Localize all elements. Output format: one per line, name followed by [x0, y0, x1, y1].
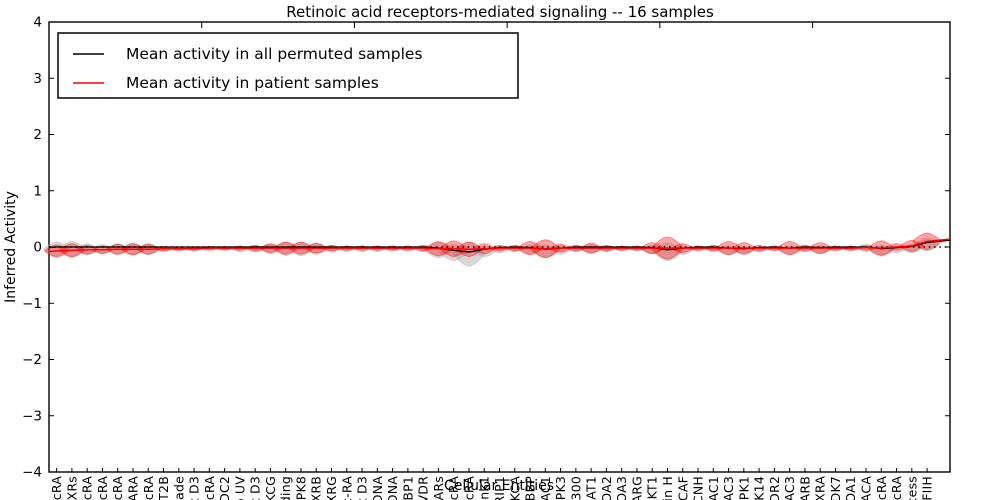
x-tick-label: RXRs/RARs/NRIP1/9cRA [110, 476, 125, 500]
x-tick-label: CRBP1/9-cic-RA [339, 476, 354, 500]
x-tick-label: RAR gamma1/9cRA [889, 476, 904, 500]
y-tick-label: 1 [33, 183, 42, 199]
x-tick-label: MAPK14 [752, 476, 767, 500]
x-tick-label: MAPK3 [553, 476, 568, 500]
x-tick-label: RXRA [813, 476, 828, 500]
x-tick-label: RXRs/RARs/NRIP1/9cRA/HDAC1 [538, 476, 553, 500]
y-tick-label: 3 [33, 71, 42, 87]
x-tick-label: RBP1 [400, 476, 415, 500]
x-tick-label: RARG [629, 476, 644, 500]
legend-box [57, 32, 519, 99]
x-tick-label: RXRs/VDR/DNA/Vit D3 [248, 476, 263, 500]
x-tick-label: TFIIH [920, 476, 935, 500]
x-tick-label: RAR alpha/9cRA [874, 476, 889, 500]
x-tick-label: EP300 [568, 476, 583, 500]
x-tick-label: CDK7 [828, 476, 843, 500]
x-tick-label: response to UV [232, 476, 247, 500]
x-tick-label: MAPK8 [293, 476, 308, 500]
patient-mean-line [48, 238, 951, 253]
x-tick-label: VDR/Vit D3/DNA [370, 476, 385, 500]
x-tick-label: RXRB [309, 476, 324, 500]
y-tick-label: 0 [33, 240, 42, 256]
x-tick-label: NCOA2 [599, 476, 614, 500]
x-tick-label: RXRs/RARs/SMRT(N-CoR2)/9cRA [141, 476, 156, 500]
y-axis-title: Inferred Activity [3, 191, 19, 303]
x-tick-label: VDR/VDR/DNA [385, 476, 400, 500]
y-tick-label: −1 [22, 296, 42, 312]
x-tick-label: RARs/AIB1/Cbp/p300/PCAF/9cRA [95, 476, 110, 500]
permuted-violin [272, 241, 300, 257]
x-axis-title: Cellular Entities [444, 478, 554, 494]
x-tick-label: RARs/Src-1/Cbp/p300/PCAF/9cRA [446, 476, 461, 500]
y-tick-label: −4 [22, 465, 42, 481]
x-tick-label: RARs/TIF2/Cbp/p300/PCAF/9cRA [461, 476, 476, 500]
x-tick-label: CCNH [691, 476, 706, 500]
x-tick-label: RXRs/RARs/NRIP1/9cRA/HDAC3 [782, 476, 797, 500]
x-tick-label: RXRG [324, 476, 339, 500]
y-tick-label: −2 [22, 352, 42, 368]
x-tick-label: CREBBP [523, 476, 538, 500]
permuted-violin [303, 242, 329, 256]
permuted-violin [57, 240, 87, 258]
x-tick-label: negative regulation of phosphoinositide … [171, 476, 186, 500]
permuted-violin [452, 241, 486, 267]
legend-label-patient: Mean activity in patient samples [126, 74, 379, 92]
x-tick-label: VDR [416, 476, 431, 500]
x-tick-label: NRIP1 [492, 476, 507, 500]
x-tick-label: RAR alpha/RXRs [64, 476, 79, 500]
permuted-violin [74, 242, 100, 256]
x-tick-label: MNAT1 [584, 476, 599, 500]
y-tick-label: −3 [22, 408, 42, 424]
x-tick-label: proteasomal ubiquitin-dependent protein … [904, 476, 919, 500]
y-tick-label: 4 [33, 15, 42, 31]
axis-ticks [49, 21, 950, 473]
x-tick-label: PRKCA [507, 476, 522, 500]
x-tick-label: RARB [797, 476, 812, 500]
x-tick-label: VDR/VDR/Vit D3 [355, 476, 370, 500]
x-tick-label: KAT2B [156, 476, 171, 500]
x-tick-label: AKT1 [645, 476, 660, 500]
x-tick-label: CDC2 [217, 476, 232, 500]
legend-label-permuted: Mean activity in all permuted samples [126, 45, 423, 63]
x-tick-label: RAR alpha/Jnk1 [477, 476, 492, 500]
y-tick-label: 2 [33, 127, 42, 143]
x-tick-label: PRKACA [859, 476, 874, 500]
permuted-violin [42, 241, 71, 257]
x-tick-label: HDAC3 [721, 476, 736, 500]
x-tick-label: RAR alpha/9cRA/Cyclin H [660, 476, 675, 500]
x-tick-label: RARA [125, 476, 140, 500]
chart-title: Retinoic acid receptors-mediated signali… [286, 3, 714, 21]
x-tick-label: NCOR2 [767, 476, 782, 500]
x-tick-label: HDAC1 [706, 476, 721, 500]
x-tick-label: NCOA1 [843, 476, 858, 500]
x-tick-labels: RAR gamma2/9cRARAR alpha/RXRsRXRs/RXRs/D… [49, 476, 934, 500]
permuted-violin [287, 241, 315, 257]
x-tick-label: mol:9cRA [202, 476, 217, 500]
x-tick-label: RXRs/RXRs/DNA/9cRA [80, 476, 95, 500]
permuted-violins [42, 237, 941, 267]
x-tick-label: positive regulation of DNA binding [278, 476, 293, 500]
x-tick-label: MAPK1 [736, 476, 751, 500]
x-tick-label: mol:Vit D3 [187, 476, 202, 500]
x-tick-label: PRKCG [263, 476, 278, 500]
x-tick-label: RXRs/RARs [431, 476, 446, 500]
x-tick-label: RAR gamma2/9cRA [49, 476, 64, 500]
y-tick-labels: 4 3 2 1 0 −1 −2 −3 −4 [22, 15, 42, 481]
legend: Mean activity in all permuted samples Me… [57, 32, 519, 99]
x-tick-label: Cbp/p300/PCAF [675, 476, 690, 500]
x-tick-label: NCOA3 [614, 476, 629, 500]
